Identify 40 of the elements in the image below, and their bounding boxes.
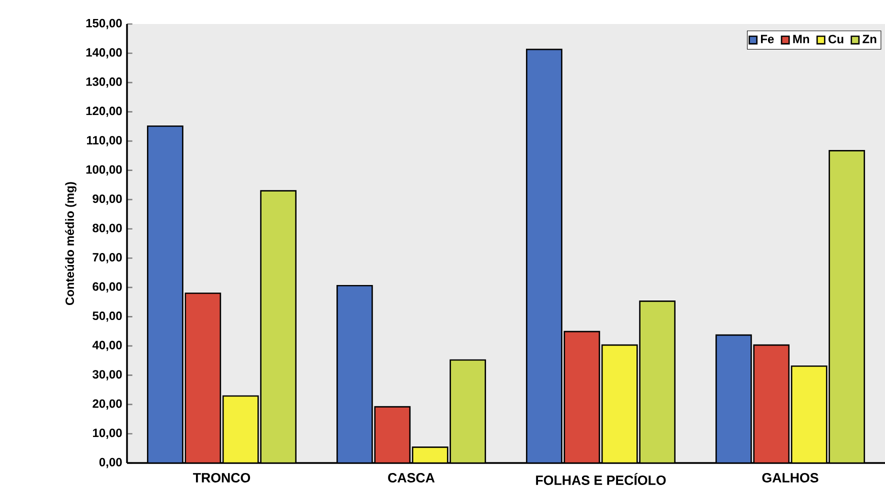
- x-tick-label: CASCA: [388, 473, 435, 482]
- legend-label: Mn: [793, 34, 810, 44]
- y-tick-label: 10,00: [93, 428, 122, 439]
- x-tick-label: FOLHAS E PECÍOLO: [536, 473, 666, 485]
- bar: [184, 292, 222, 463]
- y-tick-label: 50,00: [92, 312, 122, 322]
- bar: [336, 284, 373, 463]
- bar: [374, 406, 411, 463]
- y-axis-title: Conteúdo médio (mg): [65, 182, 76, 305]
- y-tick-label: 80,00: [92, 224, 122, 234]
- y-tick-label: 30,00: [92, 370, 122, 380]
- bar: [450, 359, 486, 463]
- y-tick-label: 100,00: [86, 165, 122, 176]
- y-tick-label: 40,00: [92, 340, 122, 352]
- bar: [753, 344, 790, 463]
- x-tick-label: GALHOS: [762, 473, 818, 482]
- bar: [146, 125, 184, 463]
- legend-label: Zn: [862, 34, 876, 44]
- y-tick-label: 60,00: [92, 282, 122, 293]
- y-tick-label: 140,00: [86, 48, 122, 58]
- bar: [526, 48, 562, 463]
- y-tick-label: 20,00: [92, 399, 122, 410]
- y-tick-label: 150,00: [86, 18, 122, 30]
- y-tick-label: 110,00: [87, 136, 122, 146]
- x-tick-label: TRONCO: [193, 473, 250, 482]
- y-tick-label: 70,00: [92, 253, 122, 264]
- y-tick-label: 90,00: [92, 194, 122, 205]
- bar: [564, 330, 600, 463]
- bar: [828, 150, 866, 463]
- y-tick-label: 0,00: [99, 458, 122, 468]
- y-tick-label: 120,00: [86, 106, 122, 117]
- legend-label: Fe: [760, 34, 774, 44]
- bar: [260, 190, 297, 463]
- bar: [639, 300, 676, 463]
- bar: [601, 344, 638, 463]
- y-tick-label: 130,00: [86, 77, 122, 88]
- bar: [715, 334, 752, 463]
- bar: [790, 365, 828, 463]
- bar: [222, 395, 259, 463]
- legend-label: Cu: [828, 34, 844, 44]
